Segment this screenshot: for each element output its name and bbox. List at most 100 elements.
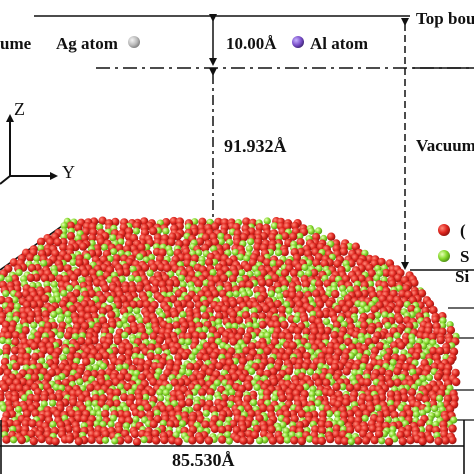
si-atom [347, 352, 355, 360]
si-atom [132, 415, 140, 423]
si-atom-swatch [438, 250, 450, 262]
o-atom [437, 362, 446, 372]
o-atom [334, 436, 343, 445]
o-atom [40, 394, 49, 403]
o-atom [382, 268, 391, 278]
si-layer-label: Si [455, 267, 470, 286]
o-atom [130, 325, 139, 335]
o-atom [98, 307, 108, 316]
o-atom [407, 388, 417, 397]
o-atom [195, 237, 205, 246]
si-atom [238, 269, 246, 277]
si-atom [283, 374, 291, 382]
si-atom [252, 322, 260, 330]
si-atom [374, 311, 382, 319]
o-atom [278, 394, 287, 403]
o-atom [317, 352, 326, 361]
o-atom [122, 268, 131, 277]
si-atom [359, 363, 367, 371]
o-atom [285, 332, 294, 342]
si-atom [100, 243, 109, 251]
si-atom [5, 275, 13, 283]
si-atom [53, 296, 62, 304]
si-atom [127, 274, 135, 283]
o-atom [0, 383, 10, 392]
si-atom [11, 296, 19, 304]
o-atom [61, 378, 71, 387]
si-atom [30, 321, 38, 329]
o-atom [215, 311, 224, 321]
o-atom [210, 222, 220, 231]
o-atom [377, 257, 386, 267]
si-atom [142, 393, 150, 401]
o-atom [297, 409, 307, 419]
si-atom [38, 321, 46, 329]
o-atom [66, 221, 76, 230]
si-atom [10, 436, 18, 444]
o-atom [0, 296, 6, 305]
o-atom [418, 437, 427, 446]
o-atom [68, 304, 77, 314]
o-atom [116, 436, 125, 445]
o-atom [152, 436, 161, 445]
o-atom [59, 243, 68, 252]
si-atom [201, 326, 209, 334]
o-atom [371, 336, 380, 345]
o-atom [135, 284, 144, 293]
si-atom [118, 275, 126, 283]
si-atom [409, 368, 417, 376]
si-atom [40, 259, 48, 267]
o-atom [198, 331, 207, 341]
si-atom [71, 333, 79, 341]
o-atom [65, 435, 74, 444]
o-atom [326, 347, 335, 356]
si-atom [157, 394, 165, 402]
o-atom [186, 362, 195, 372]
si-atom [269, 260, 277, 268]
si-atom [140, 436, 148, 444]
si-atom [245, 245, 253, 253]
o-atom [315, 310, 324, 319]
o-atom [101, 284, 110, 293]
o-atom [87, 289, 97, 298]
si-atom [145, 322, 153, 330]
o-atom [98, 295, 107, 304]
si-atom [48, 296, 56, 304]
o-atom [238, 373, 248, 383]
si-atom [95, 410, 104, 418]
o-atom [101, 430, 110, 439]
o-atom [2, 435, 11, 444]
o-atom [223, 424, 233, 434]
o-atom [54, 393, 64, 402]
o-atom [77, 394, 87, 403]
o-atom [425, 299, 435, 309]
o-atom [238, 280, 247, 289]
si-atom [314, 399, 322, 407]
si-atom [0, 336, 7, 345]
si-atom [64, 310, 72, 318]
o-atom [64, 424, 73, 434]
si-atom [323, 318, 331, 326]
o-atom [149, 332, 158, 341]
o-atom [234, 316, 244, 325]
o-atom [37, 434, 46, 444]
o-atom [357, 274, 366, 283]
o-atom [312, 289, 321, 298]
si-atom [308, 390, 316, 398]
o-atom [31, 409, 40, 418]
o-atom [326, 434, 335, 444]
si-atom [179, 281, 187, 289]
si-atom [106, 255, 114, 263]
si-atom [304, 342, 312, 350]
o-atom [412, 352, 421, 361]
o-atom [96, 237, 106, 246]
si-atom [55, 307, 63, 315]
si-atom [116, 321, 124, 329]
o-atom [397, 341, 406, 350]
o-atom [27, 264, 37, 273]
si-atom [292, 315, 301, 324]
o-atom [158, 404, 168, 413]
o-atom [130, 429, 140, 439]
si-atom [127, 388, 135, 396]
si-atom [340, 320, 348, 329]
